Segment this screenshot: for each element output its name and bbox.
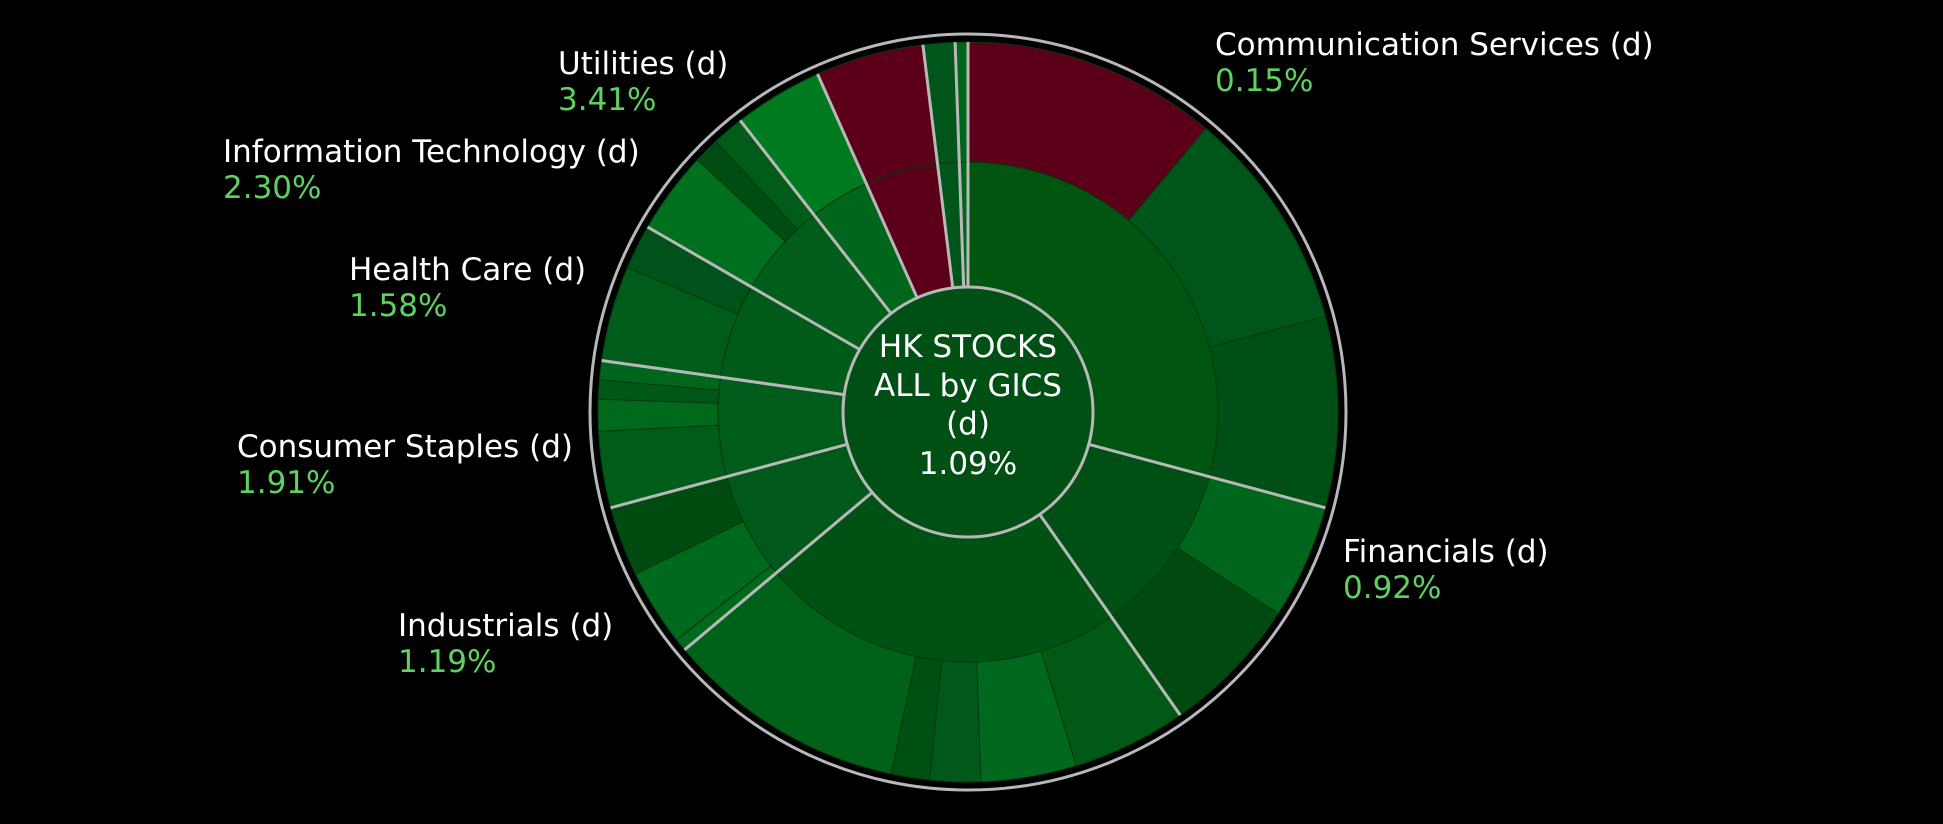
sector-divider-utilities [739,119,893,315]
label-value: 0.15% [1215,63,1313,99]
center-line-1: HK STOCKS [879,329,1057,365]
sector-divider-energy [921,44,955,289]
sector-divider-materials [953,42,966,288]
label-name: Utilities (d) [558,46,728,82]
label-financials: Financials (d)0.92% [1343,534,1549,606]
center-disc [841,285,1095,539]
label-health-care: Health Care (d)1.58% [349,252,586,324]
label-name: Information Technology (d) [223,134,640,170]
label-name: Communication Services (d) [1215,27,1654,63]
label-value: 1.91% [237,465,335,501]
sub-segment-consumer-discretionary-2[interactable] [597,398,719,432]
center-line-3: (d) [946,406,990,442]
sector-divider-information-technology [646,225,861,351]
label-name: Financials (d) [1343,534,1549,570]
sector-divider-financials [1088,442,1326,510]
sub-segment-communication-services-3[interactable] [1208,315,1339,509]
sector-divider-real-estate [816,73,919,299]
center-value: 1.09% [919,446,1017,482]
sector-divider-industrials [1038,513,1182,716]
label-name: Health Care (d) [349,252,586,288]
label-industrials: Industrials (d)1.19% [398,608,613,680]
label-consumer-staples: Consumer Staples (d)1.91% [237,429,573,501]
label-value: 3.41% [558,82,656,118]
sector-labels: Communication Services (d)0.15% Financial… [223,27,1654,680]
label-name: Industrials (d) [398,608,613,644]
chart-center: HK STOCKS ALL by GICS (d) 1.09% [841,285,1095,539]
sector-divider-consumer-discretionary [610,442,848,510]
label-value: 1.58% [349,288,447,324]
label-value: 2.30% [223,170,321,206]
outer-ring-outline [588,32,1348,792]
label-utilities: Utilities (d)3.41% [558,46,728,118]
label-communication-services: Communication Services (d)0.15% [1215,27,1654,99]
label-name: Consumer Staples (d) [237,429,573,465]
sector-divider-consumer-staples [683,491,874,651]
label-information-technology: Information Technology (d)2.30% [223,134,640,206]
sector-divider-health-care [601,359,845,397]
label-value: 0.92% [1343,570,1441,606]
sunburst-rings [588,32,1348,792]
label-value: 1.19% [398,644,496,680]
center-line-2: ALL by GICS [874,368,1062,404]
